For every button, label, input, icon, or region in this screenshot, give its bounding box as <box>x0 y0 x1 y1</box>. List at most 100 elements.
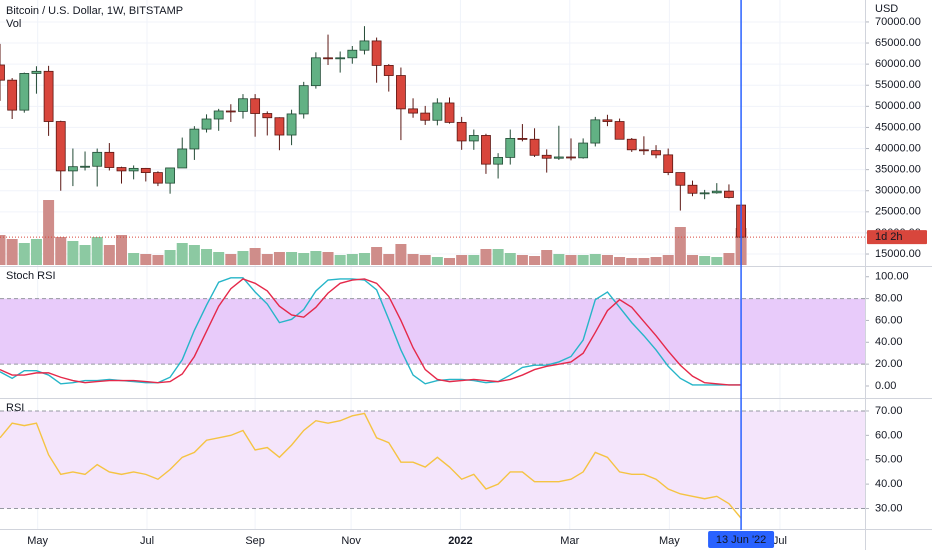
candle-body <box>505 138 516 158</box>
volume-bar <box>91 237 103 265</box>
volume-bar <box>468 255 480 265</box>
y-tick-label: 40.00 <box>875 336 903 348</box>
candle-body <box>626 138 637 151</box>
y-tick-label: 0.00 <box>875 380 896 392</box>
crosshair-date: 13 Jun '22 <box>716 534 766 546</box>
candle-body <box>408 108 418 114</box>
candle-body <box>323 57 333 60</box>
volume-bar <box>711 257 723 265</box>
y-tick-label: 60.00 <box>875 429 903 441</box>
candle-body <box>432 102 443 121</box>
volume-bar <box>176 243 188 265</box>
candle-body <box>651 150 661 156</box>
volume-bar <box>626 258 638 265</box>
y-tick-label: 40.00 <box>875 478 903 490</box>
volume-bar <box>589 254 601 265</box>
volume-bar <box>128 253 140 265</box>
currency-label: USD <box>875 3 898 15</box>
volume-bar <box>55 237 67 265</box>
candle-body <box>578 142 589 159</box>
volume-bar <box>6 239 18 265</box>
candle-body <box>663 154 674 173</box>
candle-body <box>724 190 734 198</box>
volume-bar <box>237 251 249 265</box>
volume-bar <box>480 249 492 265</box>
candle-body <box>177 148 188 169</box>
volume-bar <box>201 249 213 265</box>
candle-body <box>128 167 139 172</box>
pane-title: Stoch RSI <box>6 270 56 282</box>
volume-bar <box>188 245 200 265</box>
x-tick-label: May <box>659 535 680 547</box>
candle-body <box>80 165 90 168</box>
volume-bar <box>529 256 541 265</box>
volume-bar <box>18 243 30 265</box>
candle-body <box>310 57 321 87</box>
volume-bar <box>504 253 516 265</box>
candle-body <box>201 118 212 130</box>
volume-bar <box>662 255 674 265</box>
candle-body <box>213 110 224 120</box>
candle-body <box>420 112 431 121</box>
candle-body <box>638 149 649 152</box>
candle-body <box>286 113 297 136</box>
volume-bar <box>371 247 383 265</box>
y-tick-label: 20.00 <box>875 358 903 370</box>
volume-bar <box>431 257 443 265</box>
y-tick-label: 50.00 <box>875 454 903 466</box>
chart-title: Bitcoin / U.S. Dollar, 1W, BITSTAMP <box>6 5 183 17</box>
candle-body <box>262 113 273 119</box>
volume-bar <box>310 251 322 265</box>
y-tick-label: 70000.00 <box>875 16 921 28</box>
y-tick-label: 65000.00 <box>875 37 921 49</box>
volume-bar <box>407 254 419 265</box>
candle-body <box>590 119 601 144</box>
volume-bar <box>140 254 152 265</box>
candle-body <box>541 154 552 159</box>
volume-label: Vol <box>6 18 21 30</box>
band-fill <box>0 298 865 365</box>
x-tick-label: Nov <box>341 535 361 547</box>
candle-body <box>55 121 66 172</box>
volume-bar <box>213 252 225 265</box>
volume-bar <box>456 255 468 265</box>
candle-body <box>92 151 103 167</box>
countdown-box <box>867 230 927 245</box>
volume-bar <box>152 255 164 265</box>
y-tick-label: 60000.00 <box>875 58 921 70</box>
candle-body <box>481 135 491 165</box>
volume-bar <box>358 253 370 265</box>
candle-body <box>602 119 613 122</box>
x-tick-label: Jul <box>140 535 154 547</box>
candle-body <box>347 49 358 59</box>
volume-bar <box>273 252 285 265</box>
volume-bar <box>67 241 79 265</box>
volume-bar <box>346 254 358 265</box>
volume-bar <box>261 254 273 265</box>
candle-body <box>0 64 5 81</box>
candle-body <box>140 167 151 173</box>
x-tick-label: Jul <box>773 535 787 547</box>
candle-body <box>553 156 564 159</box>
volume-bar <box>553 254 565 265</box>
volume-bar <box>286 252 298 265</box>
crosshair-date-box <box>708 531 775 548</box>
y-tick-label: 15000.00 <box>875 248 921 260</box>
volume-bar <box>577 255 589 265</box>
countdown-label: 1d 2h <box>875 231 903 243</box>
candle-body <box>43 70 54 122</box>
candle-body <box>493 156 504 165</box>
x-tick-label: Mar <box>560 535 579 547</box>
volume-bar <box>699 256 711 265</box>
volume-bar <box>444 258 456 265</box>
volume-bar <box>638 258 650 265</box>
candle-body <box>566 156 576 159</box>
volume-bar <box>334 255 346 265</box>
volume-bar <box>298 253 310 265</box>
candle-body <box>468 135 479 142</box>
candle-body <box>238 98 248 112</box>
y-tick-label: 45000.00 <box>875 121 921 133</box>
volume-bar <box>249 248 261 265</box>
candle-body <box>396 75 406 110</box>
